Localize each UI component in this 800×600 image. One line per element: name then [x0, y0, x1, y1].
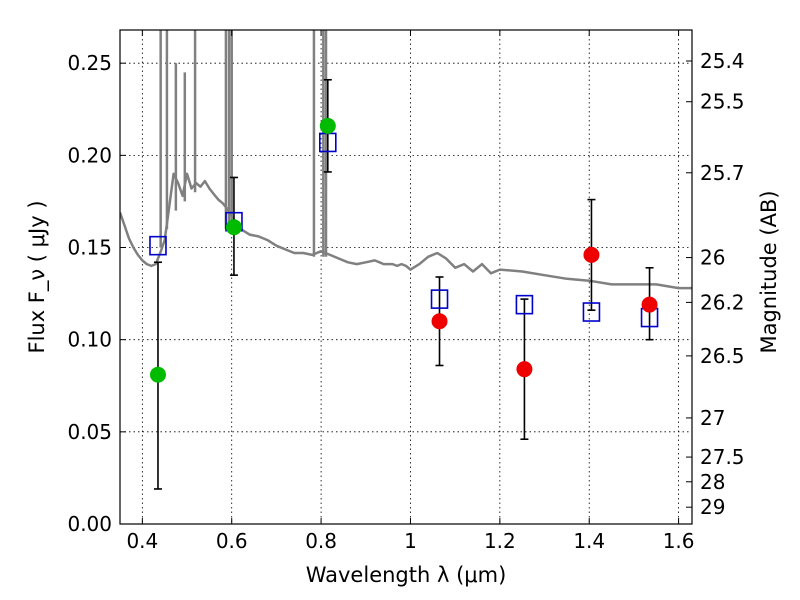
observed-flux-point: [583, 246, 600, 263]
y-tick-label: 0.25: [67, 51, 112, 75]
y2-tick-label: 27.5: [700, 445, 745, 469]
model-photometry-square: [149, 235, 167, 256]
y-tick-label: 0.05: [67, 420, 112, 444]
y2-tick-label: 27: [700, 406, 725, 430]
model-photometry-square: [515, 294, 534, 315]
grid: [120, 30, 692, 524]
model-photometry-square: [582, 302, 601, 322]
x-tick-label: 1.6: [663, 529, 695, 553]
data-markers: [149, 117, 659, 383]
sed-model-curve: [120, 172, 692, 290]
y2-tick-label: 25.4: [700, 49, 745, 73]
x-tick-label: 0.4: [126, 529, 158, 553]
y2-tick-label: 28: [700, 470, 725, 494]
x-tick-label: 1: [404, 529, 417, 553]
y2-axis-label: Magnitude (AB): [757, 190, 781, 353]
y2-tick-label: 25.5: [700, 90, 745, 114]
observed-flux-point: [431, 313, 448, 330]
plot-area: [120, 30, 692, 524]
model-photometry-square: [430, 289, 449, 309]
y-tick-label: 0.10: [67, 328, 112, 352]
x-axis-ticks: 0.4 0.6 0.8 1 1.2 1.4 1.6: [126, 30, 695, 553]
sed-model-line: [120, 172, 692, 290]
x-tick-label: 1.2: [484, 529, 516, 553]
observed-flux-point: [516, 361, 533, 378]
y-tick-label: 0.15: [67, 236, 112, 260]
x-tick-label: 0.8: [305, 529, 337, 553]
observed-flux-point: [149, 366, 166, 383]
y-tick-label: 0.00: [67, 512, 112, 536]
observed-flux-point: [641, 296, 658, 313]
y-tick-label: 0.20: [67, 143, 112, 167]
x-tick-label: 1.4: [573, 529, 605, 553]
y2-tick-label: 29: [700, 495, 725, 519]
observed-flux-point: [319, 117, 336, 134]
y2-tick-label: 26.5: [700, 344, 745, 368]
x-tick-label: 0.6: [216, 529, 248, 553]
observed-flux-point: [225, 219, 242, 236]
axes-frame: [119, 29, 693, 525]
spectral-lines: [159, 30, 328, 257]
y-axis-label: Flux F_ν ( μJy ): [25, 200, 50, 353]
y-axis-ticks: 0.00 0.05 0.10 0.15 0.20 0.25: [67, 51, 126, 536]
x-axis-label: Wavelength λ (μm): [306, 563, 507, 587]
y2-tick-label: 25.7: [700, 161, 745, 185]
y2-tick-label: 26: [700, 246, 725, 270]
y2-tick-label: 26.2: [700, 290, 745, 314]
